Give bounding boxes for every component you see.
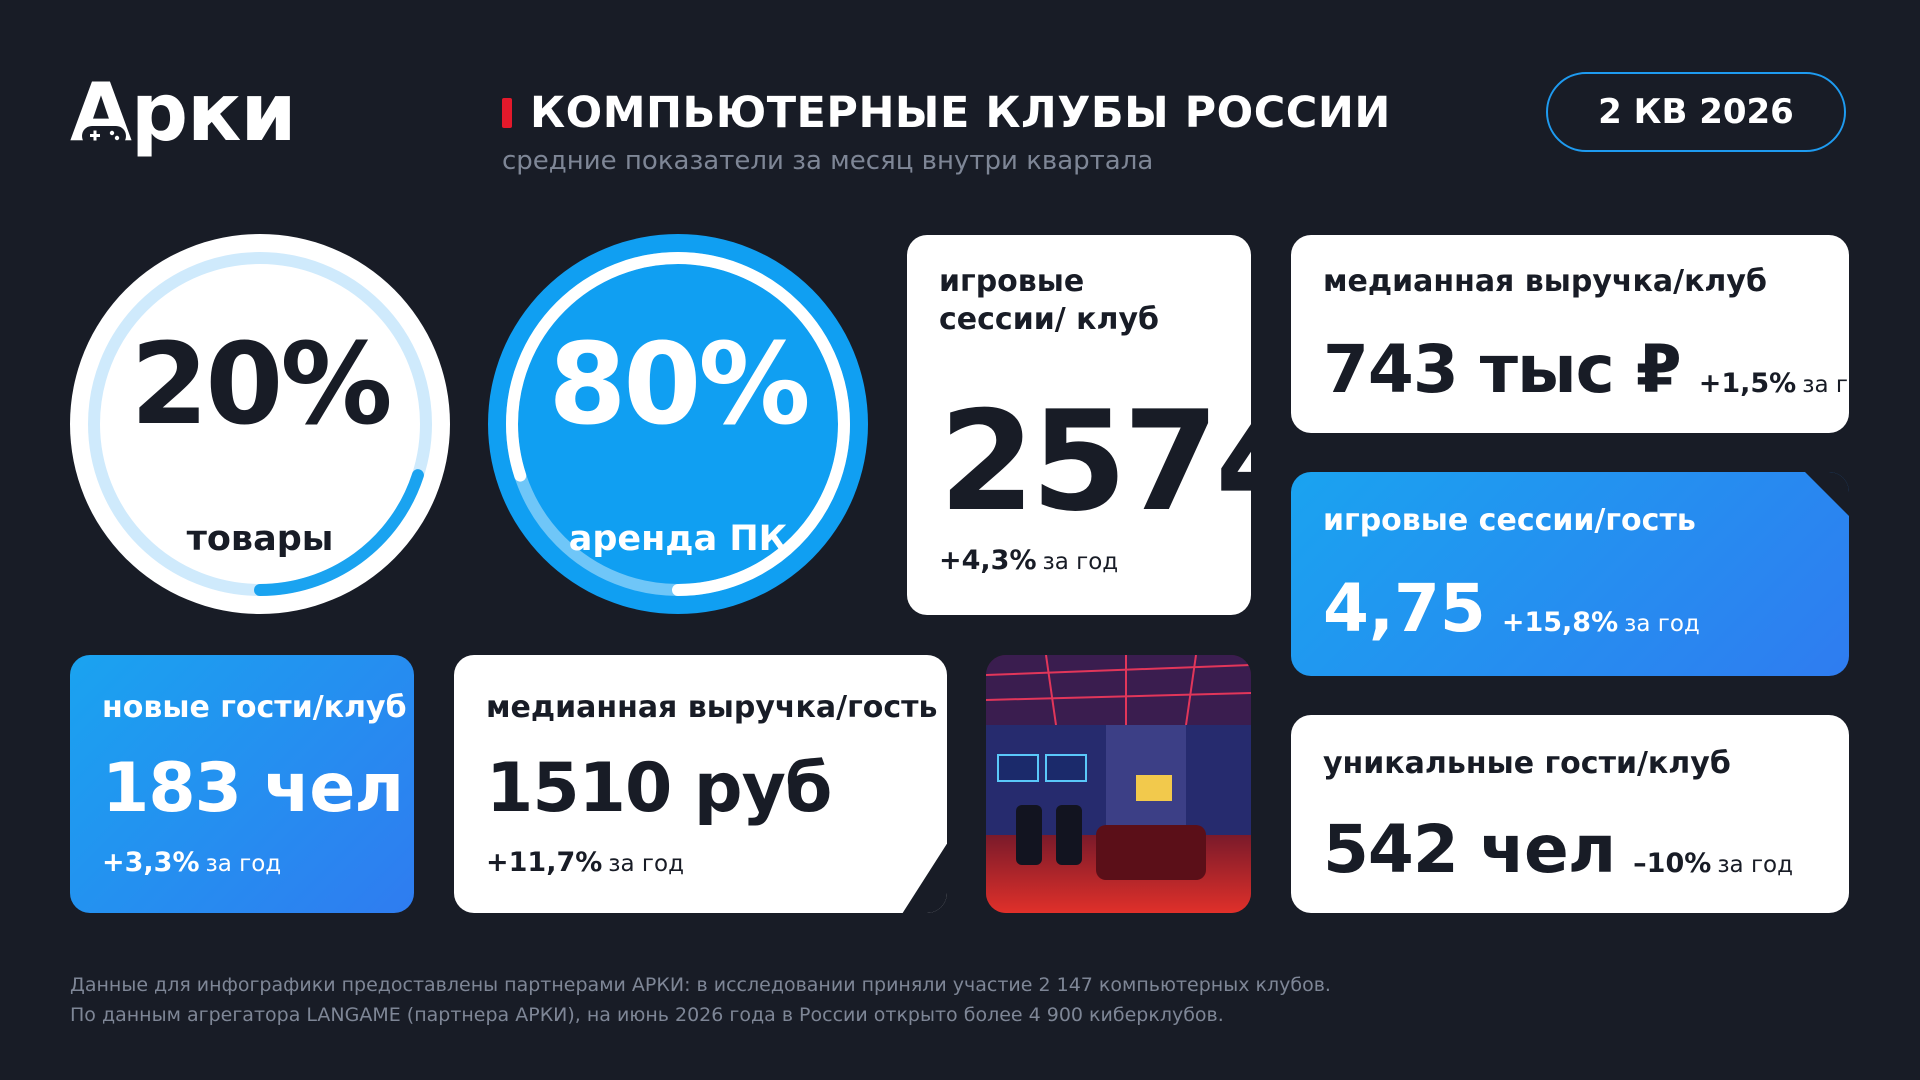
delta-unit: за год (1717, 852, 1794, 878)
card-value: 542 чел (1323, 811, 1616, 888)
card-value: 1510 руб (486, 749, 832, 828)
card-value-row: 743 тыс ₽ +1,5%за год (1323, 331, 1849, 408)
card-label: медианная выручка/гость (486, 690, 938, 725)
card-value: 743 тыс ₽ (1323, 331, 1682, 408)
delta-value: +4,3% (939, 545, 1037, 576)
card-label: новые гости/клуб (102, 690, 407, 725)
arki-logo: Арки (70, 68, 297, 158)
share-circle-pc-rental: 80% аренда ПК (488, 234, 868, 614)
footnote-line-1: Данные для инфографики предоставлены пар… (70, 974, 1331, 996)
card-label: игровые сессии/ клуб (939, 264, 1159, 337)
share-value: 20% (130, 320, 392, 450)
card-delta: +4,3% за год (939, 545, 1118, 576)
share-circle-goods: 20% товары (70, 234, 450, 614)
delta-unit: за год (1624, 611, 1700, 637)
card-value-row: 542 чел –10% за год (1323, 811, 1793, 888)
share-value: 80% (548, 320, 810, 450)
card-value: 2574 (939, 381, 1251, 542)
card-unique-guests-club: уникальные гости/клуб 542 чел –10% за год (1291, 715, 1849, 913)
title-accent-bar (502, 98, 512, 128)
delta-value: +15,8% (1501, 607, 1619, 638)
card-corner-notch (902, 842, 947, 913)
card-delta: +11,7% за год (486, 847, 684, 878)
card-label: медианная выручка/клуб (1323, 264, 1767, 299)
gamepad-icon (82, 126, 126, 146)
share-ring-pc-rental (488, 234, 868, 614)
card-delta: +3,3% за год (102, 847, 281, 878)
delta-value: +3,3% (102, 847, 200, 878)
page-title: КОМПЬЮТЕРНЫЕ КЛУБЫ РОССИИ (530, 88, 1391, 138)
card-corner-notch (1804, 472, 1849, 517)
card-value: 183 чел (102, 749, 404, 828)
period-badge: 2 КВ 2026 (1546, 72, 1846, 152)
delta-value: +1,5% (1698, 368, 1797, 399)
card-label: уникальные гости/клуб (1323, 746, 1731, 781)
card-value: 4,75 (1323, 570, 1486, 647)
footnote: Данные для инфографики предоставлены пар… (70, 970, 1331, 1030)
delta-unit: за год (608, 851, 684, 877)
delta-unit: за год (1802, 372, 1849, 398)
header-title: КОМПЬЮТЕРНЫЕ КЛУБЫ РОССИИ (502, 88, 1391, 138)
card-median-revenue-guest: медианная выручка/гость 1510 руб +11,7% з… (454, 655, 947, 913)
card-sessions-per-guest: игровые сессии/гость 4,75 +15,8% за год (1291, 472, 1849, 676)
card-new-guests-club: новые гости/клуб 183 чел +3,3% за год (70, 655, 414, 913)
delta-value: –10% (1633, 848, 1712, 879)
footnote-line-2: По данным агрегатора LANGAME (партнера А… (70, 1004, 1224, 1026)
card-median-revenue-club: медианная выручка/клуб 743 тыс ₽ +1,5% за… (1291, 235, 1849, 433)
delta-unit: за год (205, 851, 282, 877)
card-value-row: 4,75 +15,8% за год (1323, 570, 1700, 647)
card-sessions-per-club: игровые сессии/ клуб 2574 +4,3%за год (907, 235, 1251, 615)
share-label: аренда ПК (568, 519, 788, 559)
page-subtitle: средние показатели за месяц внутри кварт… (502, 146, 1154, 176)
card-label: игровые сессии/гость (1323, 503, 1696, 538)
share-label: товары (186, 519, 334, 559)
share-ring-goods (70, 234, 450, 614)
club-interior-illustration (986, 655, 1251, 913)
club-interior-photo (986, 655, 1251, 913)
delta-unit: за год (1042, 549, 1119, 575)
delta-value: +11,7% (486, 847, 603, 878)
